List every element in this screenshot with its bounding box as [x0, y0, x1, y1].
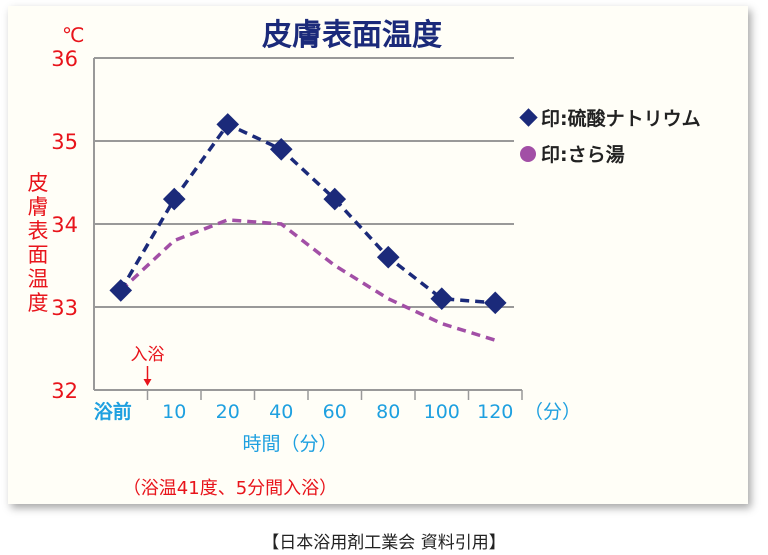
y-tick-label: 32: [51, 379, 78, 403]
x-tick-label: 浴前: [94, 400, 132, 423]
y-axis-label-char: 温: [28, 267, 49, 291]
y-axis-label-char: 皮: [28, 171, 49, 195]
x-tick-label: 10: [162, 401, 186, 423]
x-tick-label: 40: [269, 401, 293, 423]
chart-note: （浴温41度、5分間入浴）: [123, 478, 337, 499]
series-line: [119, 122, 496, 305]
x-tick-label: 120: [477, 401, 513, 423]
x-tick-label: 100: [424, 401, 460, 423]
y-axis-label-char: 表: [28, 219, 49, 243]
x-unit-label: （分）: [524, 401, 581, 423]
annotation-label: 入浴: [131, 345, 165, 365]
series-line: [119, 218, 496, 342]
y-tick-label: 35: [51, 130, 78, 154]
legend-label: 印:硫酸ナトリウム: [541, 107, 701, 130]
annotation-arrowhead: [143, 379, 152, 386]
chart-card: [8, 6, 748, 504]
data-point: [483, 291, 507, 315]
legend-label: 印:さら湯: [541, 144, 625, 166]
y-tick-label: 36: [51, 47, 78, 71]
legend-marker: [519, 108, 538, 127]
data-point: [430, 287, 454, 311]
data-point: [376, 245, 400, 269]
x-tick-label: 60: [323, 401, 347, 423]
x-tick-label: 20: [216, 401, 240, 423]
data-point: [109, 279, 133, 302]
y-tick-label: 33: [51, 296, 78, 320]
y-unit-label: ℃: [62, 23, 84, 47]
source-footer: 【日本浴用剤工業会 資料引用】: [262, 533, 506, 553]
y-axis-label-char: 膚: [28, 195, 49, 219]
y-axis-label-char: 面: [28, 243, 49, 267]
x-tick-label: 80: [376, 401, 400, 423]
data-point: [162, 187, 186, 211]
legend-marker: [520, 146, 536, 162]
data-point: [216, 113, 240, 136]
y-axis-label-char: 度: [28, 291, 49, 315]
y-tick-label: 34: [51, 213, 78, 237]
x-axis-label: 時間（分）: [242, 433, 337, 455]
chart-title: 皮膚表面温度: [262, 18, 442, 53]
